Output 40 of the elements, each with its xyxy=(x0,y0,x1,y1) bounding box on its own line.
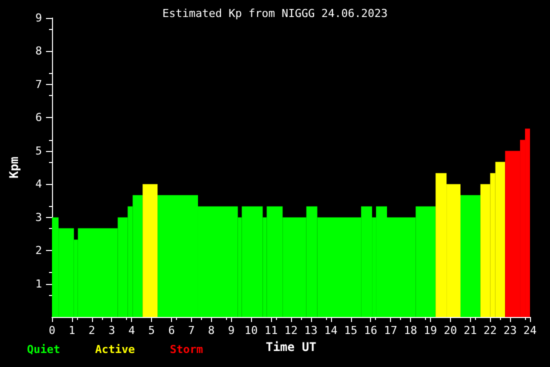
y-tick-label: 1 xyxy=(35,277,42,290)
x-tick-label: 4 xyxy=(128,324,136,337)
x-tick-label: 0 xyxy=(48,324,56,337)
x-axis-title: Time UT xyxy=(266,340,316,354)
y-tick-label: 8 xyxy=(35,44,42,58)
y-tick-label: 3 xyxy=(35,210,42,224)
y-tick-label: 6 xyxy=(35,111,42,124)
x-tick-label: 2 xyxy=(88,324,96,337)
x-tick-label: 13 xyxy=(304,324,318,337)
x-tick-label: 1 xyxy=(68,324,76,337)
x-tick-label: 12 xyxy=(284,324,298,337)
x-tick-label: 17 xyxy=(384,324,398,337)
text: Quiet xyxy=(27,343,60,356)
y-tick-label: 2 xyxy=(35,244,42,258)
x-tick-label: 16 xyxy=(364,324,378,337)
text: Active xyxy=(95,343,136,356)
x-tick-label: 8 xyxy=(208,324,215,337)
y-tick-label: 9 xyxy=(35,12,42,24)
y-tick-label: 5 xyxy=(35,144,42,158)
x-tick-label: 10 xyxy=(244,324,258,337)
y-tick-label: 7 xyxy=(35,78,42,91)
x-tick-label: 9 xyxy=(228,324,235,337)
x-tick-label: 15 xyxy=(344,324,358,337)
x-tick-label: 18 xyxy=(404,324,418,337)
x-tick-label: 14 xyxy=(324,324,338,337)
text: Storm xyxy=(170,343,204,356)
y-tick-label: 4 xyxy=(35,178,42,191)
x-tick-label: 21 xyxy=(464,324,477,337)
x-tick-label: 20 xyxy=(444,324,457,337)
x-tick-label: 7 xyxy=(188,324,195,337)
y-axis-title: Kpm xyxy=(7,156,21,178)
x-tick-label: 5 xyxy=(148,324,155,337)
x-tick-label: 3 xyxy=(108,324,116,337)
x-tick-label: 11 xyxy=(264,324,278,337)
x-tick-label: 19 xyxy=(424,324,438,337)
chart-title: Estimated Kp from NIGGG 24.06.2023 xyxy=(162,7,388,20)
x-tick-label: 22 xyxy=(484,324,497,337)
x-tick-label: 23 xyxy=(503,324,517,337)
x-tick-label: 6 xyxy=(168,324,175,337)
x-tick-label: 24 xyxy=(523,324,537,337)
